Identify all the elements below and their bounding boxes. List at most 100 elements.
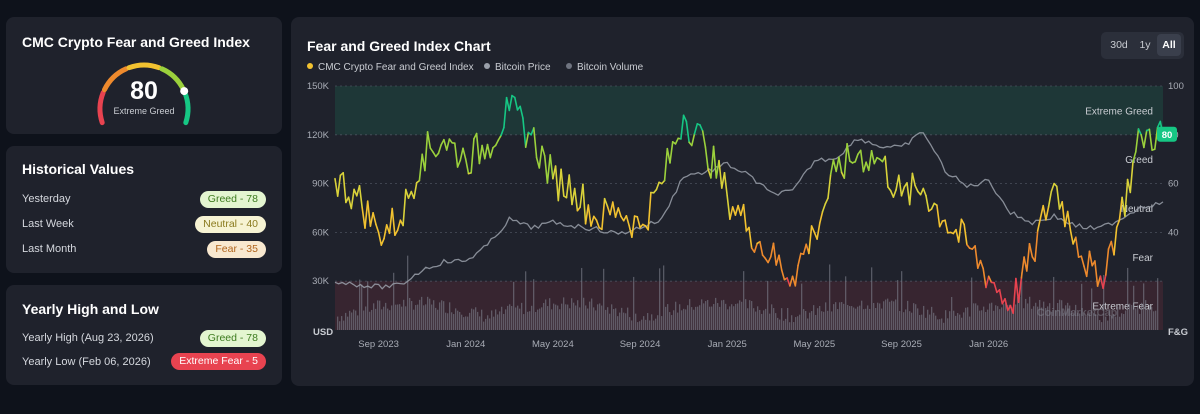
fg-line-segment bbox=[361, 207, 366, 229]
volume-bar bbox=[1055, 310, 1057, 330]
fg-line-segment bbox=[388, 207, 393, 235]
fg-line-segment bbox=[426, 131, 432, 149]
volume-bar bbox=[763, 310, 765, 330]
fg-line-segment bbox=[456, 159, 462, 168]
volume-bar bbox=[987, 309, 989, 330]
volume-bar bbox=[871, 267, 873, 330]
volume-bar bbox=[1101, 322, 1103, 330]
volume-bar bbox=[795, 317, 797, 330]
fg-line-segment bbox=[663, 147, 669, 182]
x-tick-label: Sep 2023 bbox=[358, 339, 399, 350]
volume-bar bbox=[721, 300, 723, 330]
volume-bar bbox=[797, 316, 799, 330]
volume-bar bbox=[631, 320, 633, 330]
volume-bar bbox=[673, 310, 675, 330]
volume-bar bbox=[929, 314, 931, 330]
fg-line-segment bbox=[546, 154, 552, 184]
volume-bar bbox=[695, 306, 697, 330]
volume-bar bbox=[411, 301, 413, 330]
fg-line-segment bbox=[443, 138, 448, 151]
range-30d-button[interactable]: 30d bbox=[1110, 39, 1128, 51]
volume-bar bbox=[1085, 316, 1087, 330]
fg-line-segment bbox=[590, 215, 595, 227]
volume-bar bbox=[1049, 303, 1051, 330]
volume-bar bbox=[447, 313, 449, 330]
fg-line-segment bbox=[503, 96, 508, 129]
volume-bar bbox=[925, 317, 927, 330]
fg-line-segment bbox=[908, 172, 914, 206]
fg-line-segment bbox=[1134, 128, 1140, 153]
yearly-high-label: Yearly High (Aug 23, 2026) bbox=[22, 332, 154, 344]
range-1y-button[interactable]: 1y bbox=[1139, 39, 1151, 51]
volume-bar bbox=[541, 307, 543, 330]
chart-card: Fear and Greed Index Chart 30d 1y All CM… bbox=[291, 17, 1194, 386]
zone-extreme-greed bbox=[335, 86, 1163, 135]
volume-bar bbox=[1149, 305, 1151, 330]
fg-line-segment bbox=[424, 131, 429, 172]
volume-bar bbox=[357, 315, 359, 330]
volume-bar bbox=[1013, 307, 1015, 330]
fg-line-segment bbox=[993, 281, 998, 294]
volume-bar bbox=[379, 300, 381, 330]
volume-bar bbox=[529, 311, 531, 330]
volume-bar bbox=[1087, 313, 1089, 330]
fg-line-segment bbox=[753, 242, 759, 253]
volume-bar bbox=[821, 311, 823, 330]
volume-bar bbox=[691, 307, 693, 330]
fg-line-segment bbox=[1047, 190, 1053, 208]
volume-bar bbox=[879, 303, 881, 330]
fg-line-segment bbox=[846, 143, 851, 162]
volume-bar bbox=[1063, 312, 1065, 330]
fg-line-segment bbox=[976, 259, 982, 269]
legend-item-price[interactable]: Bitcoin Price bbox=[484, 62, 551, 73]
fg-line-segment bbox=[464, 158, 470, 175]
fg-line-segment bbox=[1036, 217, 1042, 232]
volume-bar bbox=[453, 314, 455, 330]
fg-line-segment bbox=[1124, 178, 1129, 217]
volume-bar bbox=[1097, 314, 1099, 330]
fg-line-segment bbox=[394, 229, 399, 236]
volume-bar bbox=[725, 303, 727, 330]
volume-bar bbox=[857, 306, 859, 330]
volume-bar bbox=[847, 305, 849, 330]
volume-bar bbox=[557, 305, 559, 330]
legend-item-volume[interactable]: Bitcoin Volume bbox=[566, 62, 643, 73]
fg-line-segment bbox=[1025, 243, 1031, 272]
volume-bar bbox=[1065, 305, 1067, 330]
volume-bar bbox=[1027, 303, 1029, 330]
volume-bar bbox=[1111, 315, 1113, 330]
volume-bar bbox=[817, 308, 819, 330]
volume-bar bbox=[1057, 303, 1059, 330]
fg-line-segment bbox=[900, 186, 906, 197]
volume-bar bbox=[1155, 310, 1157, 330]
fear-greed-chart[interactable]: 30K 60K 90K 120K 150K 40 60 80 100 USD F&G Extreme … bbox=[291, 17, 1194, 386]
volume-bar bbox=[1123, 314, 1125, 330]
legend-item-fg[interactable]: CMC Crypto Fear and Greed Index bbox=[307, 62, 474, 73]
volume-bar bbox=[595, 310, 597, 330]
range-all-button[interactable]: All bbox=[1157, 34, 1181, 56]
fg-line-segment bbox=[560, 168, 565, 197]
fg-line-segment bbox=[802, 243, 808, 255]
volume-bar bbox=[781, 308, 783, 330]
volume-bar bbox=[1081, 283, 1083, 330]
volume-bar bbox=[927, 309, 929, 330]
fg-line-segment bbox=[505, 96, 511, 112]
volume-bar bbox=[931, 306, 933, 330]
fg-line-segment bbox=[350, 188, 355, 210]
volume-bar bbox=[859, 305, 861, 330]
fg-line-segment bbox=[418, 153, 423, 182]
fg-line-segment bbox=[669, 141, 674, 164]
volume-bar bbox=[1127, 267, 1129, 330]
fg-line-segment bbox=[582, 183, 587, 225]
fg-line-segment bbox=[497, 134, 502, 141]
left-axis-label: USD bbox=[313, 327, 333, 338]
volume-bar bbox=[361, 284, 363, 330]
volume-bar bbox=[1115, 316, 1117, 330]
volume-bar bbox=[1029, 296, 1031, 330]
volume-bar bbox=[613, 308, 615, 330]
volume-bar bbox=[905, 309, 907, 330]
fg-line-segment bbox=[701, 130, 707, 148]
fg-line-segment bbox=[1115, 219, 1121, 229]
fg-line-segment bbox=[680, 114, 685, 140]
gauge-card: CMC Crypto Fear and Greed Index 80 Extre… bbox=[6, 17, 282, 134]
